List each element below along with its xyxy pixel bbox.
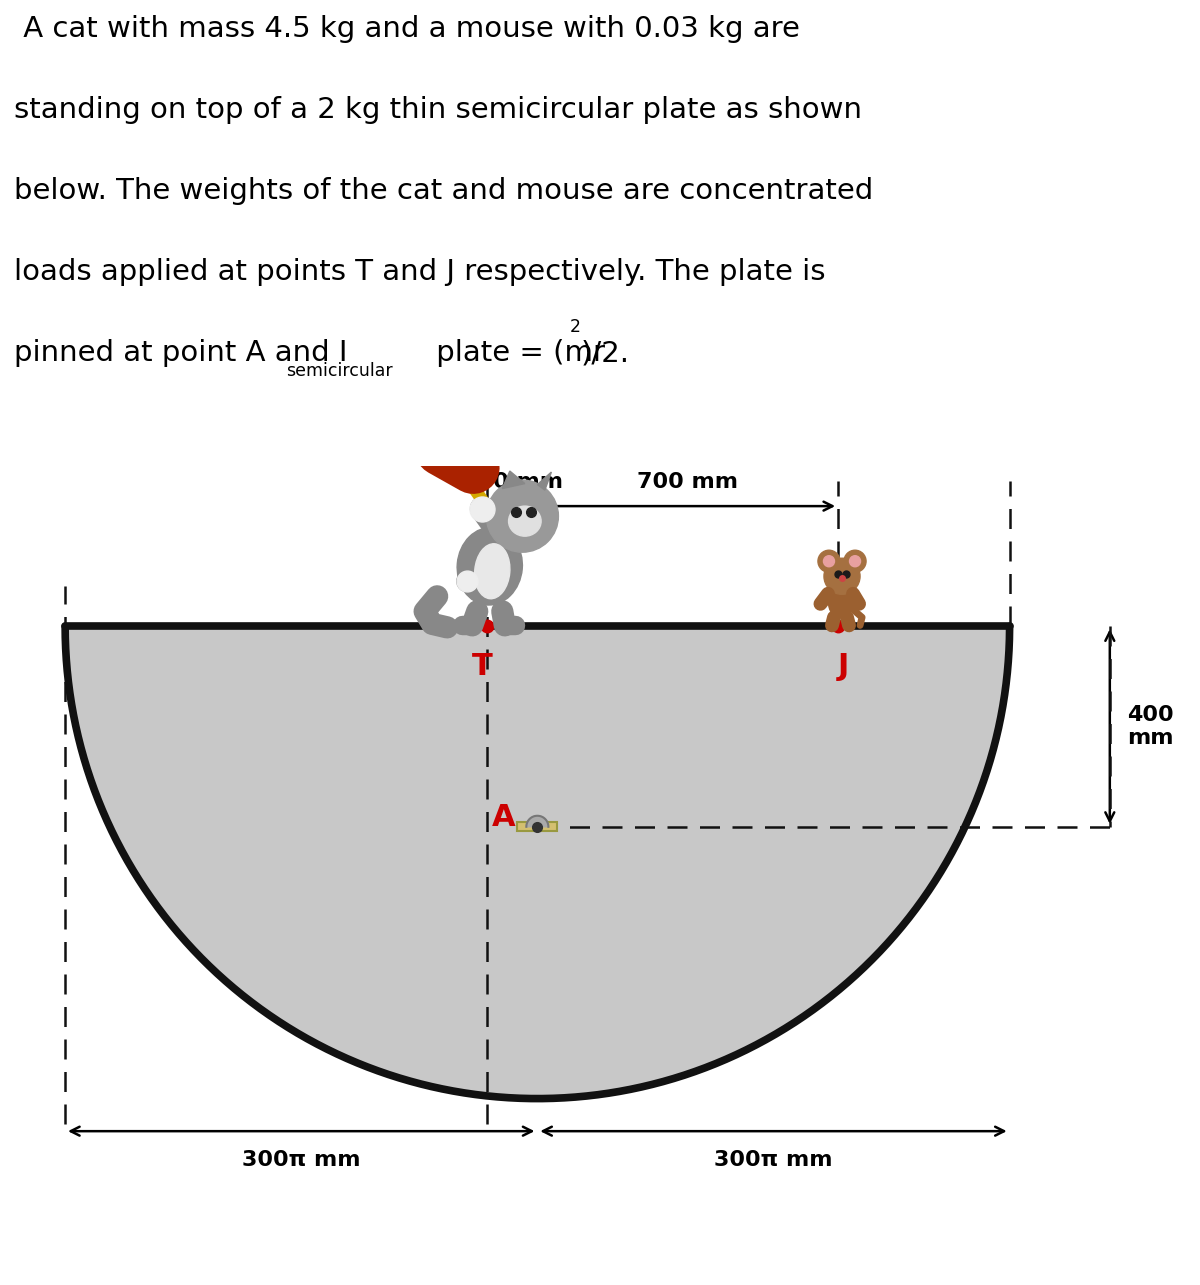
Text: 700 mm: 700 mm — [637, 472, 738, 492]
Text: T: T — [472, 653, 493, 681]
Circle shape — [486, 481, 558, 553]
Text: )/2.: )/2. — [581, 339, 630, 368]
Circle shape — [823, 555, 834, 567]
Text: semicircular: semicircular — [287, 362, 392, 380]
Ellipse shape — [509, 506, 541, 536]
Text: 300π mm: 300π mm — [242, 1150, 360, 1171]
Text: 300π mm: 300π mm — [714, 1150, 833, 1171]
Text: J: J — [838, 653, 848, 681]
Polygon shape — [527, 816, 548, 826]
Polygon shape — [503, 472, 524, 488]
Ellipse shape — [457, 527, 522, 605]
Circle shape — [844, 550, 866, 572]
Circle shape — [824, 558, 860, 594]
Text: plate = (mr: plate = (mr — [427, 339, 605, 368]
Circle shape — [850, 555, 860, 567]
Polygon shape — [65, 626, 1009, 1099]
Polygon shape — [538, 472, 551, 490]
Text: 400
mm: 400 mm — [1127, 705, 1174, 748]
FancyBboxPatch shape — [517, 822, 558, 831]
Text: 100 mm: 100 mm — [462, 472, 563, 492]
Text: below. The weights of the cat and mouse are concentrated: below. The weights of the cat and mouse … — [14, 177, 874, 206]
Text: A: A — [492, 803, 515, 833]
Ellipse shape — [475, 544, 510, 599]
Text: pinned at point A and I: pinned at point A and I — [14, 339, 348, 368]
Text: loads applied at points T and J respectively. The plate is: loads applied at points T and J respecti… — [14, 258, 826, 287]
Text: standing on top of a 2 kg thin semicircular plate as shown: standing on top of a 2 kg thin semicircu… — [14, 96, 863, 125]
Circle shape — [818, 550, 840, 572]
Ellipse shape — [828, 587, 852, 618]
Text: 2: 2 — [570, 319, 581, 337]
Text: A cat with mass 4.5 kg and a mouse with 0.03 kg are: A cat with mass 4.5 kg and a mouse with … — [14, 15, 800, 44]
